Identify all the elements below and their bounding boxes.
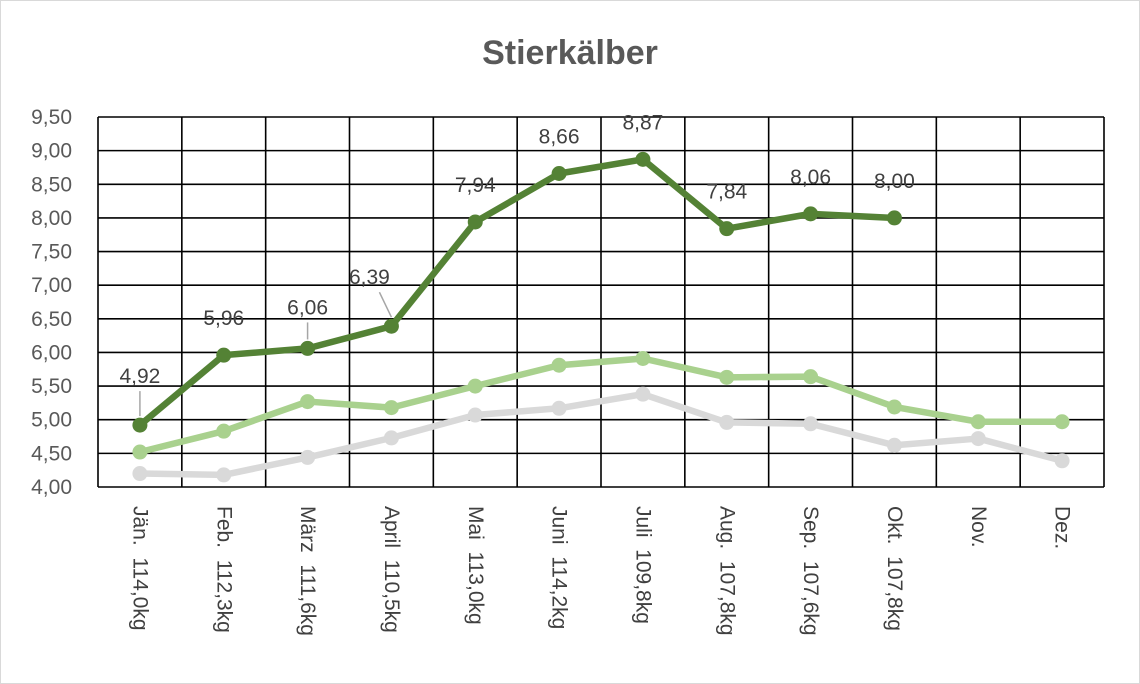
series-0-line: [136, 390, 1066, 479]
data-label: 7,94: [455, 174, 496, 197]
series-1-point: [1054, 414, 1070, 430]
series-1-point: [383, 400, 399, 416]
series-0-point: [1054, 453, 1070, 469]
x-tick-label: Dez.: [1051, 506, 1074, 549]
series-2-point: [467, 214, 483, 230]
data-label: 8,87: [622, 111, 663, 134]
x-tick-label: Aug. 107,8kg: [715, 506, 738, 636]
y-tick-label: 8,00: [31, 207, 72, 230]
data-label: 8,06: [790, 166, 831, 189]
series-2-point: [216, 347, 232, 363]
series-1-line: [136, 355, 1066, 456]
y-tick-label: 9,00: [31, 140, 72, 163]
y-tick-label: 5,00: [31, 409, 72, 432]
x-tick-label: Juni 114,2kg: [548, 506, 571, 629]
series-0-point: [216, 467, 232, 483]
y-tick-label: 6,50: [31, 308, 72, 331]
series-1-point: [132, 444, 148, 460]
y-tick-label: 4,50: [31, 442, 72, 465]
series-0-point: [551, 400, 567, 416]
x-tick-label: Okt. 107,8kg: [883, 506, 906, 631]
series-1-point: [635, 351, 651, 367]
series-1-point: [216, 423, 232, 439]
series-0-point: [970, 431, 986, 447]
data-label: 4,92: [119, 365, 160, 388]
chart-title: Stierkälber: [482, 34, 658, 72]
series-1-point: [886, 399, 902, 415]
y-tick-label: 4,00: [31, 476, 72, 499]
data-label: 6,39: [349, 266, 390, 289]
series-1-point: [551, 357, 567, 373]
series-0-point: [635, 386, 651, 402]
series-1-point: [970, 414, 986, 430]
data-label: 8,00: [874, 170, 915, 193]
data-label: 6,06: [287, 296, 328, 319]
series-0-point: [803, 416, 819, 432]
x-tick-label: Nov.: [967, 506, 990, 548]
y-tick-label: 8,50: [31, 173, 72, 196]
x-tick-label: Sep. 107,6kg: [799, 506, 822, 636]
series-2-point: [551, 166, 567, 182]
series-1-point: [803, 369, 819, 385]
series-0-point: [719, 414, 735, 430]
data-label: 8,66: [539, 126, 580, 149]
series-0-point: [886, 437, 902, 453]
series-0-point: [132, 466, 148, 482]
series-1-point: [719, 369, 735, 385]
series-2-point: [803, 206, 819, 222]
x-tick-label: Juli 109,8kg: [631, 506, 654, 624]
x-tick-label: Jän. 114,0kg: [128, 506, 151, 631]
series-2-point: [719, 221, 735, 237]
x-tick-label: April 110,5kg: [380, 506, 403, 633]
series-2-point: [300, 340, 316, 356]
series-2-point: [886, 210, 902, 226]
data-label: 5,96: [203, 307, 244, 330]
series-2-line: [136, 156, 898, 429]
x-tick-label: Mai 113,0kg: [464, 506, 487, 625]
x-tick-label: Feb. 112,3kg: [212, 506, 235, 633]
y-tick-label: 7,00: [31, 274, 72, 297]
series-1-point: [467, 378, 483, 394]
series-0-point: [467, 407, 483, 423]
data-label: 7,84: [706, 181, 747, 204]
series-2-point: [132, 417, 148, 433]
series-1-point: [300, 394, 316, 410]
series-2-point: [383, 318, 399, 334]
x-tick-label: März 111,6kg: [296, 506, 319, 636]
y-tick-label: 7,50: [31, 241, 72, 264]
y-tick-label: 6,00: [31, 341, 72, 364]
y-tick-label: 5,50: [31, 375, 72, 398]
data-label-leader: [378, 291, 393, 318]
series-0-point: [300, 449, 316, 465]
y-tick-label: 9,50: [31, 106, 72, 129]
series-0-point: [383, 430, 399, 446]
series-2-point: [635, 151, 651, 167]
